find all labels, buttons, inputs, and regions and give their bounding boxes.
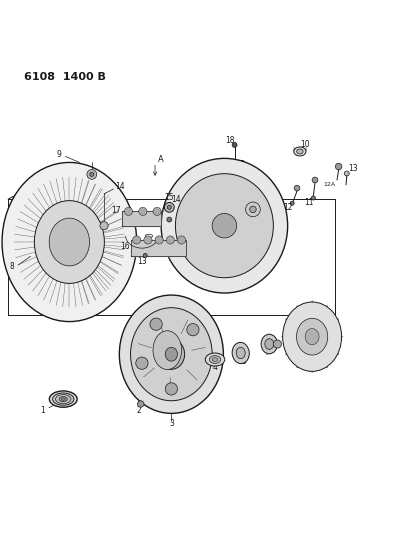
Circle shape [335,163,342,170]
Circle shape [153,207,161,215]
Circle shape [344,171,349,176]
Circle shape [246,202,260,217]
Circle shape [312,177,318,183]
Ellipse shape [61,398,65,400]
Circle shape [144,236,152,244]
Ellipse shape [294,147,306,156]
Circle shape [164,203,174,212]
Circle shape [137,401,144,407]
Ellipse shape [205,353,225,366]
Polygon shape [324,343,339,354]
Polygon shape [318,305,327,323]
Text: 1: 1 [40,406,45,415]
Ellipse shape [158,339,184,369]
Ellipse shape [153,331,182,369]
Text: 9: 9 [57,150,62,159]
Text: 12A: 12A [324,182,336,188]
Circle shape [90,172,94,176]
Text: 13: 13 [137,257,147,266]
Circle shape [133,236,141,244]
Polygon shape [324,319,339,330]
Text: 3: 3 [169,419,174,428]
Text: 10: 10 [300,140,310,149]
Circle shape [139,207,147,215]
Circle shape [87,169,97,179]
Circle shape [167,205,171,209]
Ellipse shape [53,393,74,405]
Circle shape [187,324,199,336]
Ellipse shape [283,302,341,372]
Circle shape [177,236,186,244]
Text: 11: 11 [304,198,314,206]
Polygon shape [286,319,301,330]
Ellipse shape [297,318,328,355]
Polygon shape [297,305,306,323]
Text: 8: 8 [10,262,15,271]
Text: A: A [158,155,164,164]
Ellipse shape [131,308,212,401]
Polygon shape [122,212,161,225]
Ellipse shape [119,295,224,414]
Circle shape [250,206,256,213]
Ellipse shape [232,342,249,364]
Text: 17: 17 [111,206,121,215]
Circle shape [165,383,177,395]
Ellipse shape [261,334,277,354]
Polygon shape [131,240,186,256]
Text: 14: 14 [115,182,125,191]
Text: 5: 5 [242,357,246,366]
Circle shape [100,222,108,230]
Polygon shape [310,354,314,373]
Text: 18: 18 [225,136,235,146]
Ellipse shape [49,218,90,266]
Ellipse shape [59,397,67,401]
Circle shape [166,236,175,244]
Circle shape [124,207,133,215]
Circle shape [311,196,315,200]
Text: 7: 7 [265,348,270,357]
Text: 12: 12 [283,203,293,212]
Ellipse shape [297,149,303,154]
Polygon shape [282,334,298,339]
Ellipse shape [236,348,245,359]
Ellipse shape [161,158,288,293]
Circle shape [136,357,148,369]
Ellipse shape [49,391,77,407]
Text: 14: 14 [171,196,181,205]
Circle shape [155,236,163,244]
Text: 2: 2 [136,406,141,415]
Ellipse shape [305,328,319,345]
Ellipse shape [212,358,218,361]
Polygon shape [326,334,343,339]
Ellipse shape [209,356,221,364]
Ellipse shape [34,200,104,284]
Circle shape [273,340,282,348]
Circle shape [150,318,162,330]
Text: 16: 16 [120,241,130,251]
Circle shape [290,201,294,205]
Ellipse shape [55,394,71,403]
Ellipse shape [165,348,177,361]
Ellipse shape [212,213,237,238]
Text: 4: 4 [213,363,217,372]
Text: 15: 15 [164,192,174,201]
Circle shape [167,217,172,222]
Ellipse shape [2,163,137,321]
Circle shape [294,185,300,191]
Polygon shape [297,350,306,368]
Ellipse shape [175,174,273,278]
Polygon shape [286,343,301,354]
Polygon shape [318,350,327,368]
Polygon shape [310,301,314,320]
Text: 6108  1400 B: 6108 1400 B [24,72,106,82]
Circle shape [232,142,237,147]
Text: 13: 13 [348,164,358,173]
Circle shape [143,254,147,257]
Ellipse shape [265,338,274,349]
Text: 6: 6 [332,344,337,353]
